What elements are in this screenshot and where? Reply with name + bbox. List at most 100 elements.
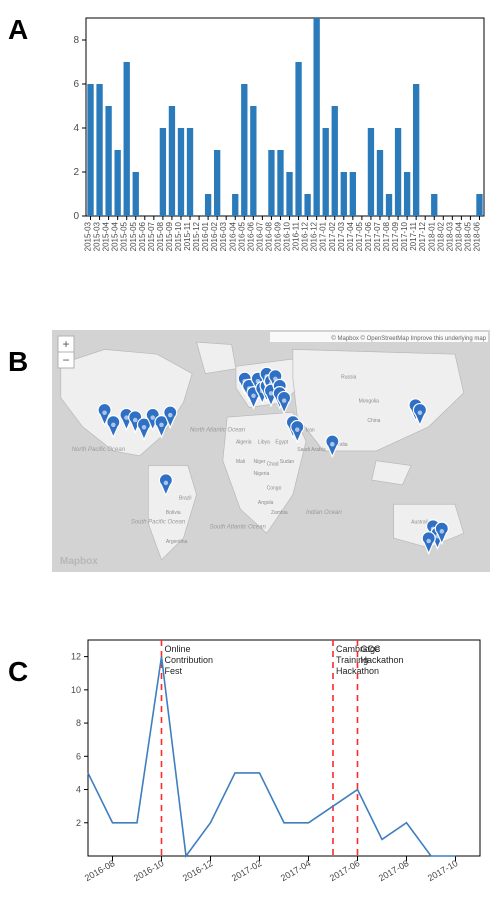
x-tick-label: 2015-05 [129,221,138,251]
bar [404,172,410,216]
bar [304,194,310,216]
country-label: Nigeria [253,471,269,477]
x-tick-label: 2017-04 [279,858,313,883]
x-tick-label: 2017-01 [319,221,328,251]
bar [114,150,120,216]
x-tick-label: 2017-10 [426,858,460,883]
bar [413,84,419,216]
x-tick-label: 2015-06 [138,221,147,251]
event-label: Online [165,644,191,654]
y-tick-label: 8 [76,718,81,728]
bar [124,62,130,216]
bar [313,18,319,216]
x-tick-label: 2016-11 [292,221,301,250]
x-tick-label: 2016-09 [273,221,282,251]
y-tick-label: 0 [73,211,79,222]
map-zoom-controls[interactable]: +− [58,336,74,368]
panel-label-B: B [8,346,28,378]
country-label: China [367,418,380,424]
x-tick-label: 2016-03 [219,221,228,251]
zoom-out-icon[interactable]: − [62,353,69,367]
ocean-label: South Atlantic Ocean [210,524,267,530]
bar [133,172,139,216]
x-tick-label: 2017-11 [409,221,418,250]
bar [295,62,301,216]
bar [395,128,401,216]
country-label: Bolivia [166,510,181,516]
x-tick-label: 2017-08 [377,858,411,883]
country-label: Angola [258,500,274,506]
x-tick-label: 2018-05 [463,221,472,251]
bar-chart: 024682015-032015-032015-042015-042015-05… [52,12,490,290]
bar [323,128,329,216]
x-tick-label: 2017-05 [355,221,364,251]
x-tick-label: 2018-04 [454,221,463,251]
x-tick-label: 2016-02 [210,221,219,251]
x-tick-label: 2017-09 [391,221,400,251]
x-tick-label: 2018-02 [436,221,445,251]
country-label: Mali [236,459,245,465]
zoom-in-icon[interactable]: + [62,337,69,351]
bar [105,106,111,216]
bar [332,106,338,216]
bar [187,128,193,216]
bar [96,84,102,216]
x-tick-label: 2015-04 [102,221,111,251]
x-tick-label: 2015-05 [120,221,129,251]
x-tick-label: 2016-05 [237,221,246,251]
x-tick-label: 2017-03 [337,221,346,251]
x-tick-label: 2018-03 [445,221,454,251]
country-label: Brazil [179,495,192,501]
x-tick-label: 2017-06 [364,221,373,251]
bar [178,128,184,216]
x-tick-label: 2016-06 [246,221,255,251]
country-label: Russia [341,374,357,380]
x-tick-label: 2018-01 [427,221,436,251]
x-tick-label: 2017-10 [400,221,409,251]
y-tick-label: 6 [76,751,81,761]
panel-label-A: A [8,14,28,46]
country-label: Iran [306,428,315,434]
country-label: Chad [267,462,279,468]
country-label: Egypt [275,440,288,446]
ocean-label: Indian Ocean [306,510,342,516]
country-label: Sudan [280,459,295,465]
x-tick-label: 2017-04 [346,221,355,251]
x-tick-label: 2017-02 [328,221,337,251]
bar [286,172,292,216]
ocean-label: South Pacific Ocean [131,520,186,526]
bar [160,128,166,216]
y-tick-label: 2 [76,818,81,828]
country-label: Libya [258,440,270,446]
bar [87,84,93,216]
x-tick-label: 2016-04 [228,221,237,251]
event-label: GCC [361,644,382,654]
bar [386,194,392,216]
mapbox-logo: Mapbox [60,556,98,567]
country-label: Argentina [166,539,188,545]
x-tick-label: 2017-06 [328,858,362,883]
y-tick-label: 2 [73,167,79,178]
x-tick-label: 2015-11 [183,221,192,250]
x-tick-label: 2017-08 [382,221,391,251]
bar [368,128,374,216]
x-tick-label: 2015-08 [156,221,165,251]
x-tick-label: 2015-09 [165,221,174,251]
bar [232,194,238,216]
x-tick-label: 2017-07 [373,221,382,251]
y-tick-label: 6 [73,79,79,90]
y-tick-label: 8 [73,35,79,46]
y-tick-label: 4 [73,123,79,134]
bar [169,106,175,216]
x-tick-label: 2015-10 [174,221,183,251]
event-label: Fest [165,666,183,676]
bar [241,84,247,216]
x-tick-label: 2015-04 [111,221,120,251]
x-tick-label: 2015-03 [93,221,102,251]
x-tick-label: 2016-07 [255,221,264,251]
x-tick-label: 2016-08 [264,221,273,251]
x-tick-label: 2015-12 [192,221,201,251]
x-tick-label: 2015-03 [84,221,93,251]
bar [350,172,356,216]
y-tick-label: 12 [71,652,81,662]
